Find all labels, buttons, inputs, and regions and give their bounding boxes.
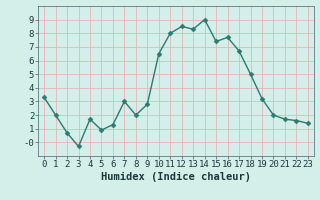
X-axis label: Humidex (Indice chaleur): Humidex (Indice chaleur)	[101, 172, 251, 182]
